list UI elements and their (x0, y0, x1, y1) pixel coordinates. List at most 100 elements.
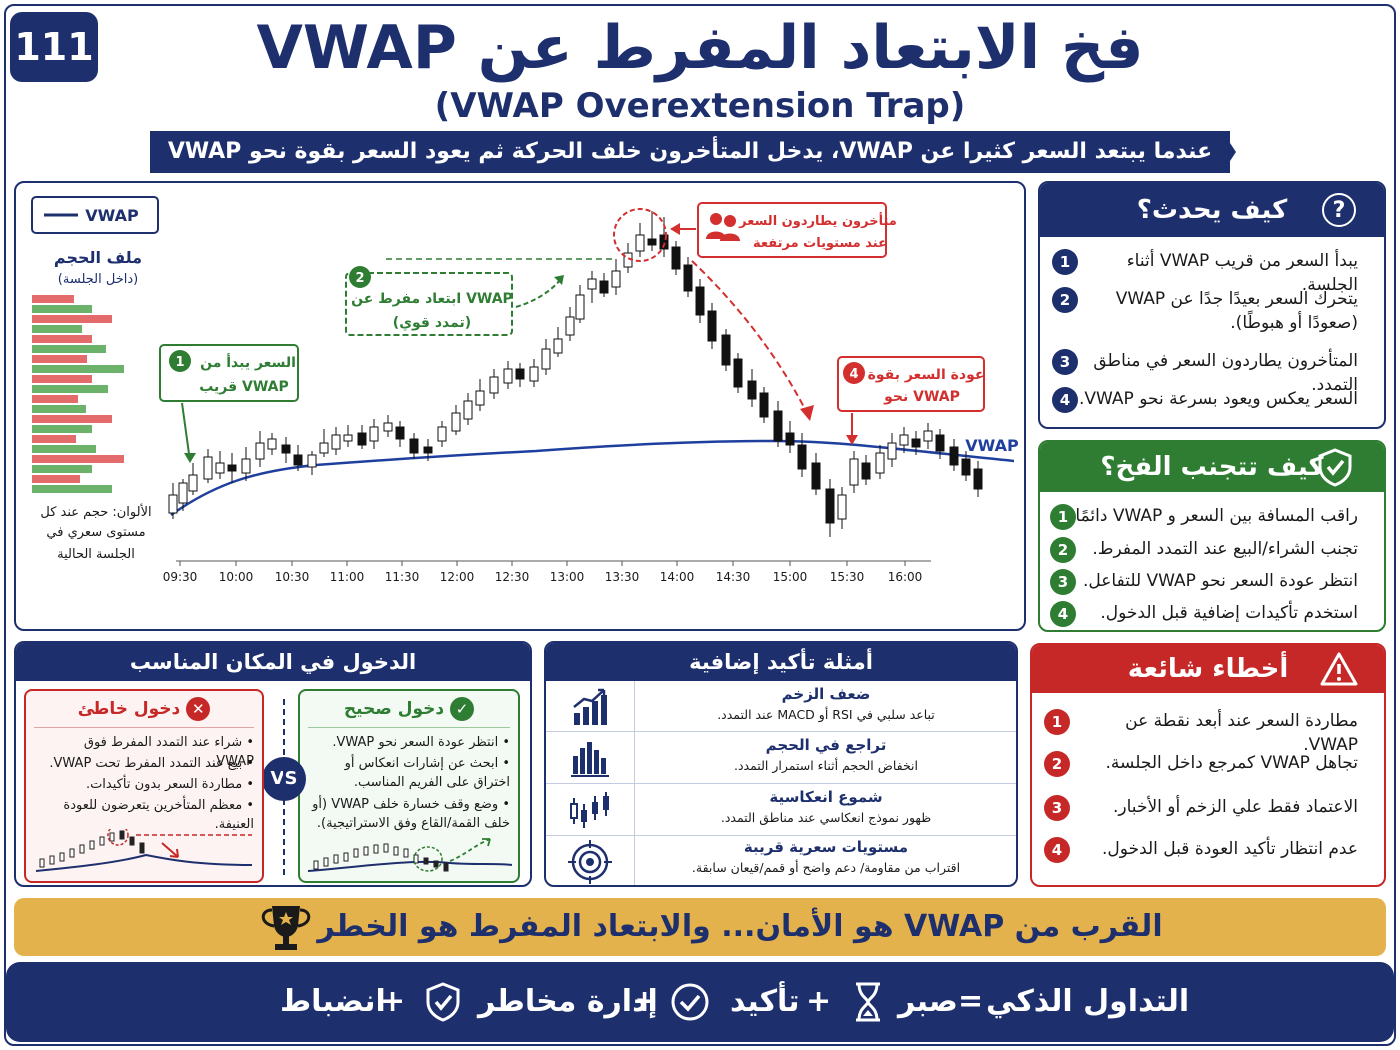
vwap-legend-label: VWAP (85, 206, 139, 225)
how-item-text: السعر يعكس ويعود بسرعة نحو VWAP. (1079, 389, 1358, 409)
peak-highlight (613, 208, 667, 262)
reversion-arrowhead (800, 405, 814, 421)
volume-profile-bar (32, 405, 86, 413)
how-num-2: 2 (1052, 287, 1078, 313)
x-tick-label: 13:00 (550, 570, 585, 584)
volume-profile-bar (32, 325, 82, 333)
how-item-text: المتأخرون يطاردون السعر في مناطق التمدد. (1093, 351, 1358, 395)
correct-entry-item-text: وضع وقف خسارة خلف VWAP (أو خلف القمة/الق… (312, 797, 510, 831)
candle (515, 368, 525, 380)
mistakes-header: أخطاء شائعة (1032, 645, 1384, 693)
volume-profile-note: مستوى سعري في (46, 525, 145, 540)
footer-plus: + (380, 984, 406, 1019)
trophy-icon (261, 906, 311, 950)
target-icon (568, 840, 612, 884)
footer-patience: صبر (898, 984, 958, 1019)
people-icon (706, 213, 740, 241)
correct-entry-mini-chart (307, 838, 513, 872)
vwap-line-label: VWAP (965, 436, 1019, 455)
candle (293, 454, 303, 466)
footer-plus: + (806, 984, 832, 1019)
candle (267, 438, 277, 450)
avoid-item: تجنب الشراء/البيع عند التمدد المفرط. (1068, 537, 1358, 561)
correct-entry-item: • ابحث عن إشارات انعكاس أو اختراق على ال… (344, 756, 510, 790)
volume-profile-bar (32, 385, 108, 393)
person-icon (710, 213, 722, 225)
candle (935, 434, 945, 452)
volume-profile-bar (32, 455, 124, 463)
candle (553, 338, 563, 354)
x-tick-label: 11:00 (330, 570, 365, 584)
how-num-3: 3 (1052, 349, 1078, 375)
warning-icon (1320, 652, 1358, 686)
how-num-4: 4 (1052, 387, 1078, 413)
wrong-entry-card: ✕دخول خاطئ • شراء عند التمدد المفرط فوق … (24, 689, 264, 883)
candle (733, 358, 743, 388)
avoid-title: كيف تتجنب الفخ؟ (1100, 452, 1324, 482)
how-num-1: 1 (1052, 249, 1078, 275)
correct-entry-item-text: ابحث عن إشارات انعكاس أو اختراق على الفر… (344, 756, 510, 790)
callout-4-box (837, 356, 985, 412)
candle (887, 442, 897, 460)
correct-entry-card: ✓دخول صحيح • انتظر عودة السعر نحو VWAP. … (298, 689, 520, 883)
candle (409, 438, 419, 454)
candle (825, 488, 835, 524)
footer-confirm: تأكيد (730, 984, 800, 1019)
confirm-row-title: شموع انعكاسية (769, 788, 883, 806)
person-icon (706, 231, 726, 239)
candle (503, 368, 513, 384)
candle (721, 334, 731, 366)
callout-2-arrow (515, 278, 562, 308)
footer-risk: إدارة مخاطر (478, 984, 658, 1019)
avoid-num-1: 1 (1050, 504, 1076, 530)
callout-1-box (159, 344, 299, 402)
x-tick-label: 14:30 (716, 570, 751, 584)
callout-3-arrowhead (670, 223, 680, 235)
subtitle-ribbon: عندما يبتعد السعر كثيرا عن VWAP، يدخل ال… (150, 131, 1230, 173)
avoid-panel: كيف تتجنب الفخ؟ راقب المسافة بين السعر و… (1038, 440, 1386, 632)
candle (451, 412, 461, 432)
volume-profile-bar (32, 465, 92, 473)
entry-title: الدخول في المكان المناسب (129, 650, 417, 674)
wrong-entry-item-text: مطاردة السعر بدون تأكيدات. (85, 777, 243, 792)
x-tick-label: 11:30 (385, 570, 420, 584)
chart-legend (31, 196, 159, 234)
callout-3-line2: عند مستويات مرتفعة (753, 236, 887, 251)
candle (611, 270, 621, 288)
wrong-entry-item: • بيع عند التمدد المفرط تحت VWAP. (49, 756, 254, 771)
how-title: كيف يحدث؟ (1136, 195, 1288, 225)
wrong-entry-item-text: معظم المتأخرين يتعرضون للعودة العنيفة. (63, 798, 254, 832)
mistake-item-text: الاعتماد فقط علي الزخم أو الأخبار. (1113, 797, 1358, 817)
mistake-num-4: 4 (1044, 837, 1070, 863)
confirm-row: شموع انعكاسية ظهور نموذج انعكاسي عند منا… (546, 783, 1016, 835)
volume-profile-bar (32, 415, 112, 423)
avoid-num-4: 4 (1050, 601, 1076, 627)
candle (319, 442, 329, 454)
cross-icon: ✕ (186, 697, 211, 721)
lesson-number-badge: 111 (10, 12, 98, 82)
mistake-num-1: 1 (1044, 709, 1070, 735)
divider (308, 727, 510, 728)
callout-2-box (345, 272, 513, 336)
avoid-item: راقب المسافة بين السعر و VWAP دائمًا. (1068, 504, 1358, 528)
mistake-item-text: مطاردة السعر عند أبعد نقطة عن VWAP. (1125, 711, 1358, 755)
candle (215, 462, 225, 474)
volume-profile-bar (32, 335, 92, 343)
callout-1-number: 1 (175, 355, 184, 370)
x-tick-label: 10:30 (275, 570, 310, 584)
candle (759, 392, 769, 418)
candle (575, 294, 585, 320)
candle (747, 380, 757, 400)
candle (961, 458, 971, 476)
volume-bars-icon (571, 742, 609, 777)
candle (241, 458, 251, 474)
candle (307, 454, 317, 468)
volume-profile-note: الجلسة الحالية (57, 547, 135, 562)
candle (168, 494, 178, 514)
how-item-text: يتحرك السعر بعيدًا جدًا عن VWAP (1115, 289, 1358, 309)
candle (281, 444, 291, 454)
person-icon (724, 215, 736, 227)
candle (899, 434, 909, 446)
wrong-entry-header: ✕دخول خاطئ (26, 697, 262, 721)
wrong-entry-mini-chart (35, 829, 253, 872)
